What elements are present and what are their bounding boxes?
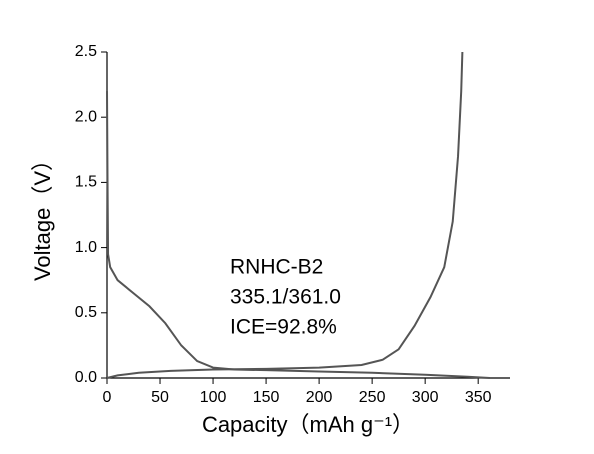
y-tick-label: 1.0 — [75, 239, 97, 256]
y-tick-label: 2.0 — [75, 108, 97, 125]
x-tick-label: 350 — [465, 389, 492, 406]
y-axis-label: Voltage（V） — [30, 149, 55, 281]
y-tick-label: 0.0 — [75, 369, 97, 386]
x-tick-label: 50 — [151, 389, 169, 406]
y-tick-label: 2.5 — [75, 43, 97, 60]
series-line — [106, 91, 490, 379]
annotation: ICE=92.8% — [230, 316, 337, 339]
x-tick-label: 150 — [253, 389, 280, 406]
x-tick-label: 300 — [412, 389, 439, 406]
x-tick-label: 200 — [306, 389, 333, 406]
x-tick-label: 250 — [359, 389, 386, 406]
y-tick-label: 1.5 — [75, 174, 97, 191]
y-tick-label: 0.5 — [75, 304, 97, 321]
x-axis-label: Capacity（mAh g⁻¹） — [202, 412, 414, 437]
annotation: 335.1/361.0 — [230, 286, 341, 309]
annotation: RNHC-B2 — [230, 256, 323, 279]
x-tick-label: 0 — [103, 389, 112, 406]
series-line — [106, 51, 464, 379]
x-tick-label: 100 — [200, 389, 227, 406]
